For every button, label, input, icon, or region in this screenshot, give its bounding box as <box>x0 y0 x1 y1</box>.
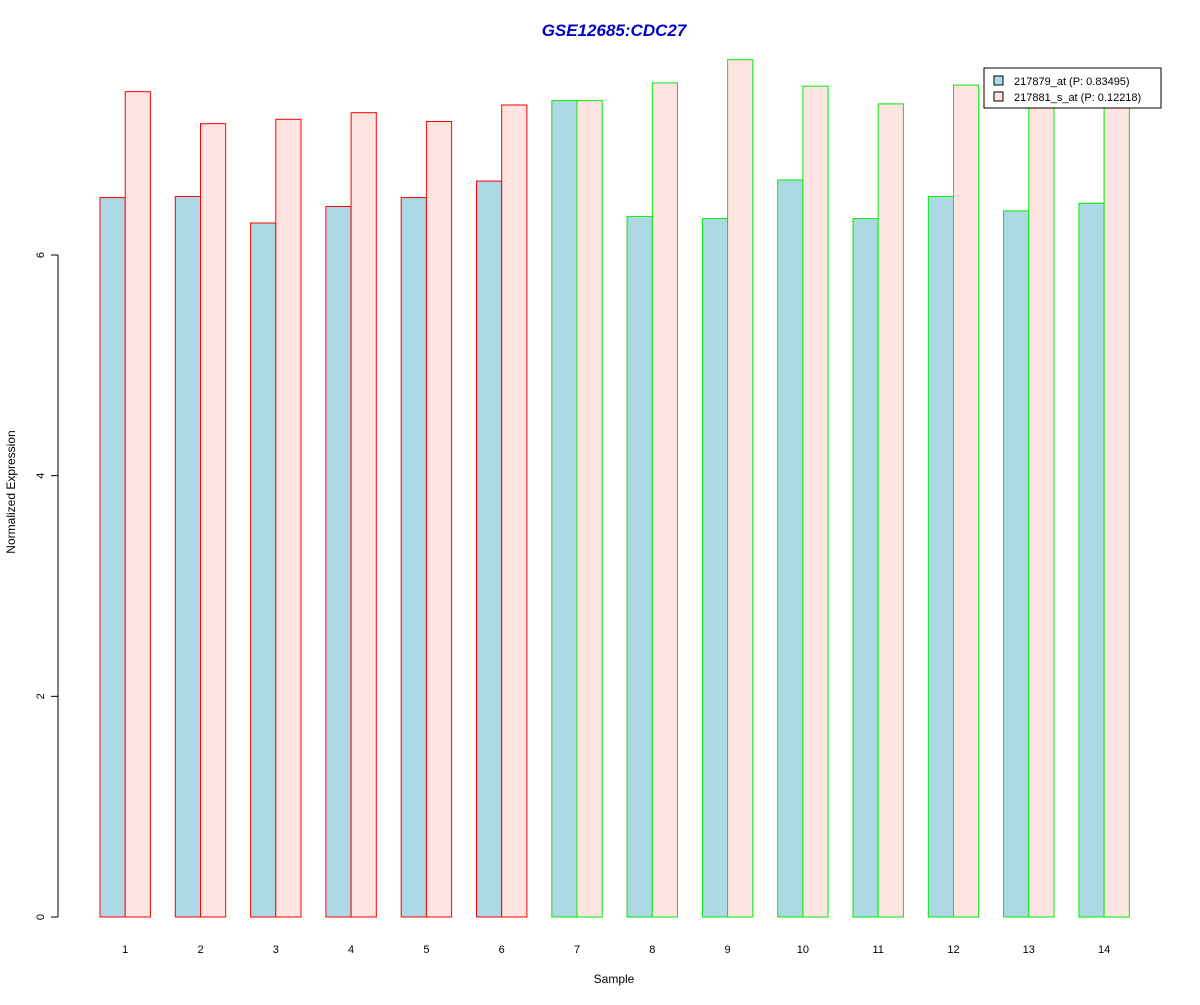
bar-sample-12-series-2 <box>953 84 980 918</box>
bar-sample-6-series-1 <box>476 180 503 918</box>
bar-sample-8-series-1 <box>626 215 653 918</box>
legend-swatch-217881-s-at <box>993 91 1004 102</box>
x-tick-label: 2 <box>197 944 203 956</box>
x-tick-label: 4 <box>348 944 354 956</box>
x-tick-label: 3 <box>273 944 279 956</box>
x-tick-label: 8 <box>649 944 655 956</box>
x-tick-label: 14 <box>1098 944 1110 956</box>
bar-sample-4-series-2 <box>350 112 377 918</box>
bar-sample-9-series-2 <box>727 59 754 918</box>
bar-sample-1-series-1 <box>99 197 126 918</box>
legend-label-217881-s-at: 217881_s_at (P: 0.12218) <box>1014 92 1141 104</box>
bar-sample-11-series-2 <box>877 103 904 918</box>
bar-sample-13-series-2 <box>1028 106 1055 918</box>
legend-box <box>983 67 1162 109</box>
x-tick-label: 1 <box>122 944 128 956</box>
bar-sample-14-series-2 <box>1103 100 1130 918</box>
bar-sample-7-series-2 <box>576 100 603 918</box>
legend-swatch-217879-at <box>993 75 1004 86</box>
legend: 217879_at (P: 0.83495) 217881_s_at (P: 0… <box>983 67 1162 109</box>
bars-layer <box>99 59 1130 918</box>
y-tick-label: 0 <box>35 914 47 920</box>
x-tick-label: 7 <box>574 944 580 956</box>
x-axis-label: Sample <box>594 972 635 986</box>
bar-sample-9-series-1 <box>701 218 729 918</box>
x-tick-label: 11 <box>872 944 883 956</box>
x-tick-labels: 1 2 3 4 5 6 7 8 9 10 11 12 13 14 <box>122 944 1110 956</box>
x-tick-label: 6 <box>499 944 505 956</box>
x-tick-label: 13 <box>1023 944 1035 956</box>
y-tick-label: 2 <box>35 693 47 699</box>
bar-sample-3-series-1 <box>250 222 277 918</box>
x-tick-label: 9 <box>725 944 731 956</box>
bar-sample-13-series-1 <box>1003 210 1030 918</box>
bar-sample-11-series-1 <box>852 218 879 918</box>
y-axis-label: Normalized Expression <box>4 430 18 553</box>
bar-sample-14-series-1 <box>1078 202 1105 918</box>
bar-sample-5-series-1 <box>400 197 427 918</box>
bar-sample-10-series-2 <box>802 85 829 918</box>
x-tick-label: 10 <box>797 944 809 956</box>
bar-sample-7-series-1 <box>551 100 578 918</box>
x-tick-label: 12 <box>947 944 959 956</box>
bar-sample-5-series-2 <box>425 121 453 918</box>
y-axis: 0 2 4 6 <box>35 252 59 920</box>
bar-sample-6-series-2 <box>501 104 528 918</box>
x-tick-label: 5 <box>423 944 429 956</box>
bar-sample-2-series-1 <box>174 196 202 918</box>
chart-title: GSE12685:CDC27 <box>542 21 688 40</box>
legend-label-217879-at: 217879_at (P: 0.83495) <box>1014 76 1130 88</box>
y-tick-label: 6 <box>35 252 47 258</box>
bar-sample-1-series-2 <box>124 91 151 918</box>
bar-sample-2-series-2 <box>200 123 227 918</box>
bar-sample-12-series-1 <box>927 196 954 918</box>
bar-sample-8-series-2 <box>651 82 678 918</box>
bar-sample-10-series-1 <box>777 179 804 918</box>
y-tick-label: 4 <box>35 473 47 479</box>
bar-sample-4-series-1 <box>325 206 352 918</box>
bar-sample-3-series-2 <box>275 118 302 918</box>
